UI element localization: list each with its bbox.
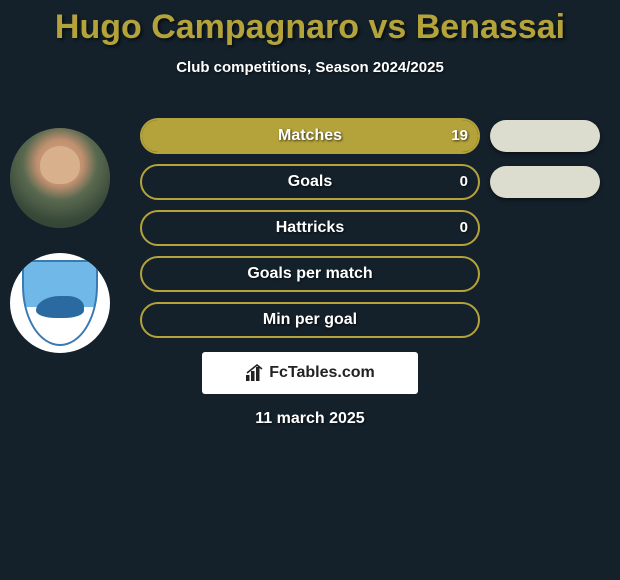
player2-name: Benassai	[416, 8, 565, 46]
bar-value: 0	[460, 164, 468, 200]
bar-label: Hattricks	[140, 210, 480, 246]
bar-value: 0	[460, 210, 468, 246]
player2-club-crest	[10, 253, 110, 353]
attribution-text: FcTables.com	[269, 364, 375, 382]
bar-value: 19	[451, 118, 468, 154]
vs-text: vs	[359, 8, 416, 46]
player2-pills	[490, 118, 600, 212]
bar-row-goals-per-match: Goals per match	[140, 256, 480, 292]
subtitle: Club competitions, Season 2024/2025	[0, 59, 620, 76]
pill-matches	[490, 120, 600, 152]
bar-label: Min per goal	[140, 302, 480, 338]
date-text: 11 march 2025	[0, 410, 620, 428]
bar-row-min-per-goal: Min per goal	[140, 302, 480, 338]
attribution-box: FcTables.com	[202, 352, 418, 394]
player1-name: Hugo Campagnaro	[55, 8, 359, 46]
player-face-placeholder	[10, 128, 110, 228]
chart-icon	[245, 364, 265, 382]
page-title: Hugo Campagnaro vs Benassai	[0, 0, 620, 47]
bar-label: Goals	[140, 164, 480, 200]
crest-placeholder	[10, 253, 110, 353]
bar-row-goals: Goals 0	[140, 164, 480, 200]
player1-avatar	[10, 128, 110, 228]
bar-label: Matches	[140, 118, 480, 154]
bar-row-hattricks: Hattricks 0	[140, 210, 480, 246]
bar-row-matches: Matches 19	[140, 118, 480, 154]
stat-bars: Matches 19 Goals 0 Hattricks 0 Goals per…	[140, 118, 480, 348]
pill-goals	[490, 166, 600, 198]
bar-label: Goals per match	[140, 256, 480, 292]
